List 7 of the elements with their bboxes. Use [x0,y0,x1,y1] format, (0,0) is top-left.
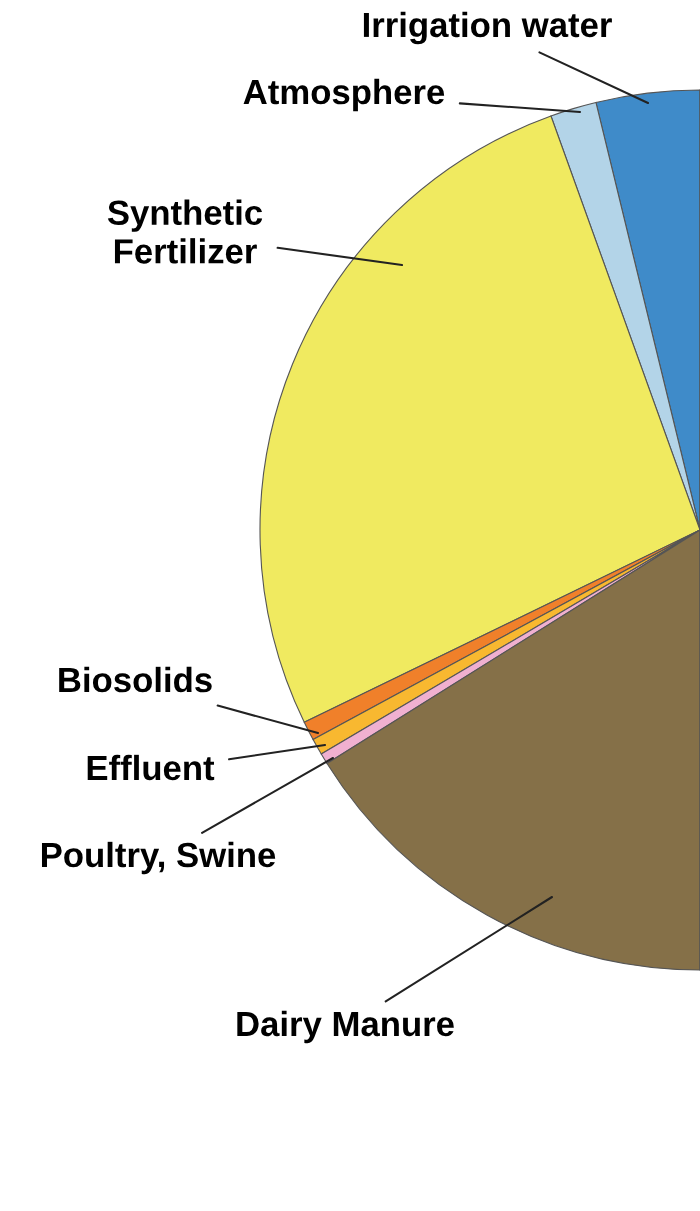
slice-label: Effluent [87,754,215,781]
slice-label: Irrigation water [363,11,612,45]
slice-label: Biosolids [59,666,212,693]
slice-label: Atmosphere [243,78,445,112]
slice-label: Poultry, Swine [41,841,276,875]
slice-label: Dairy Manure [237,1010,454,1044]
slice-label: Synthetic Fertilizer [107,199,263,264]
